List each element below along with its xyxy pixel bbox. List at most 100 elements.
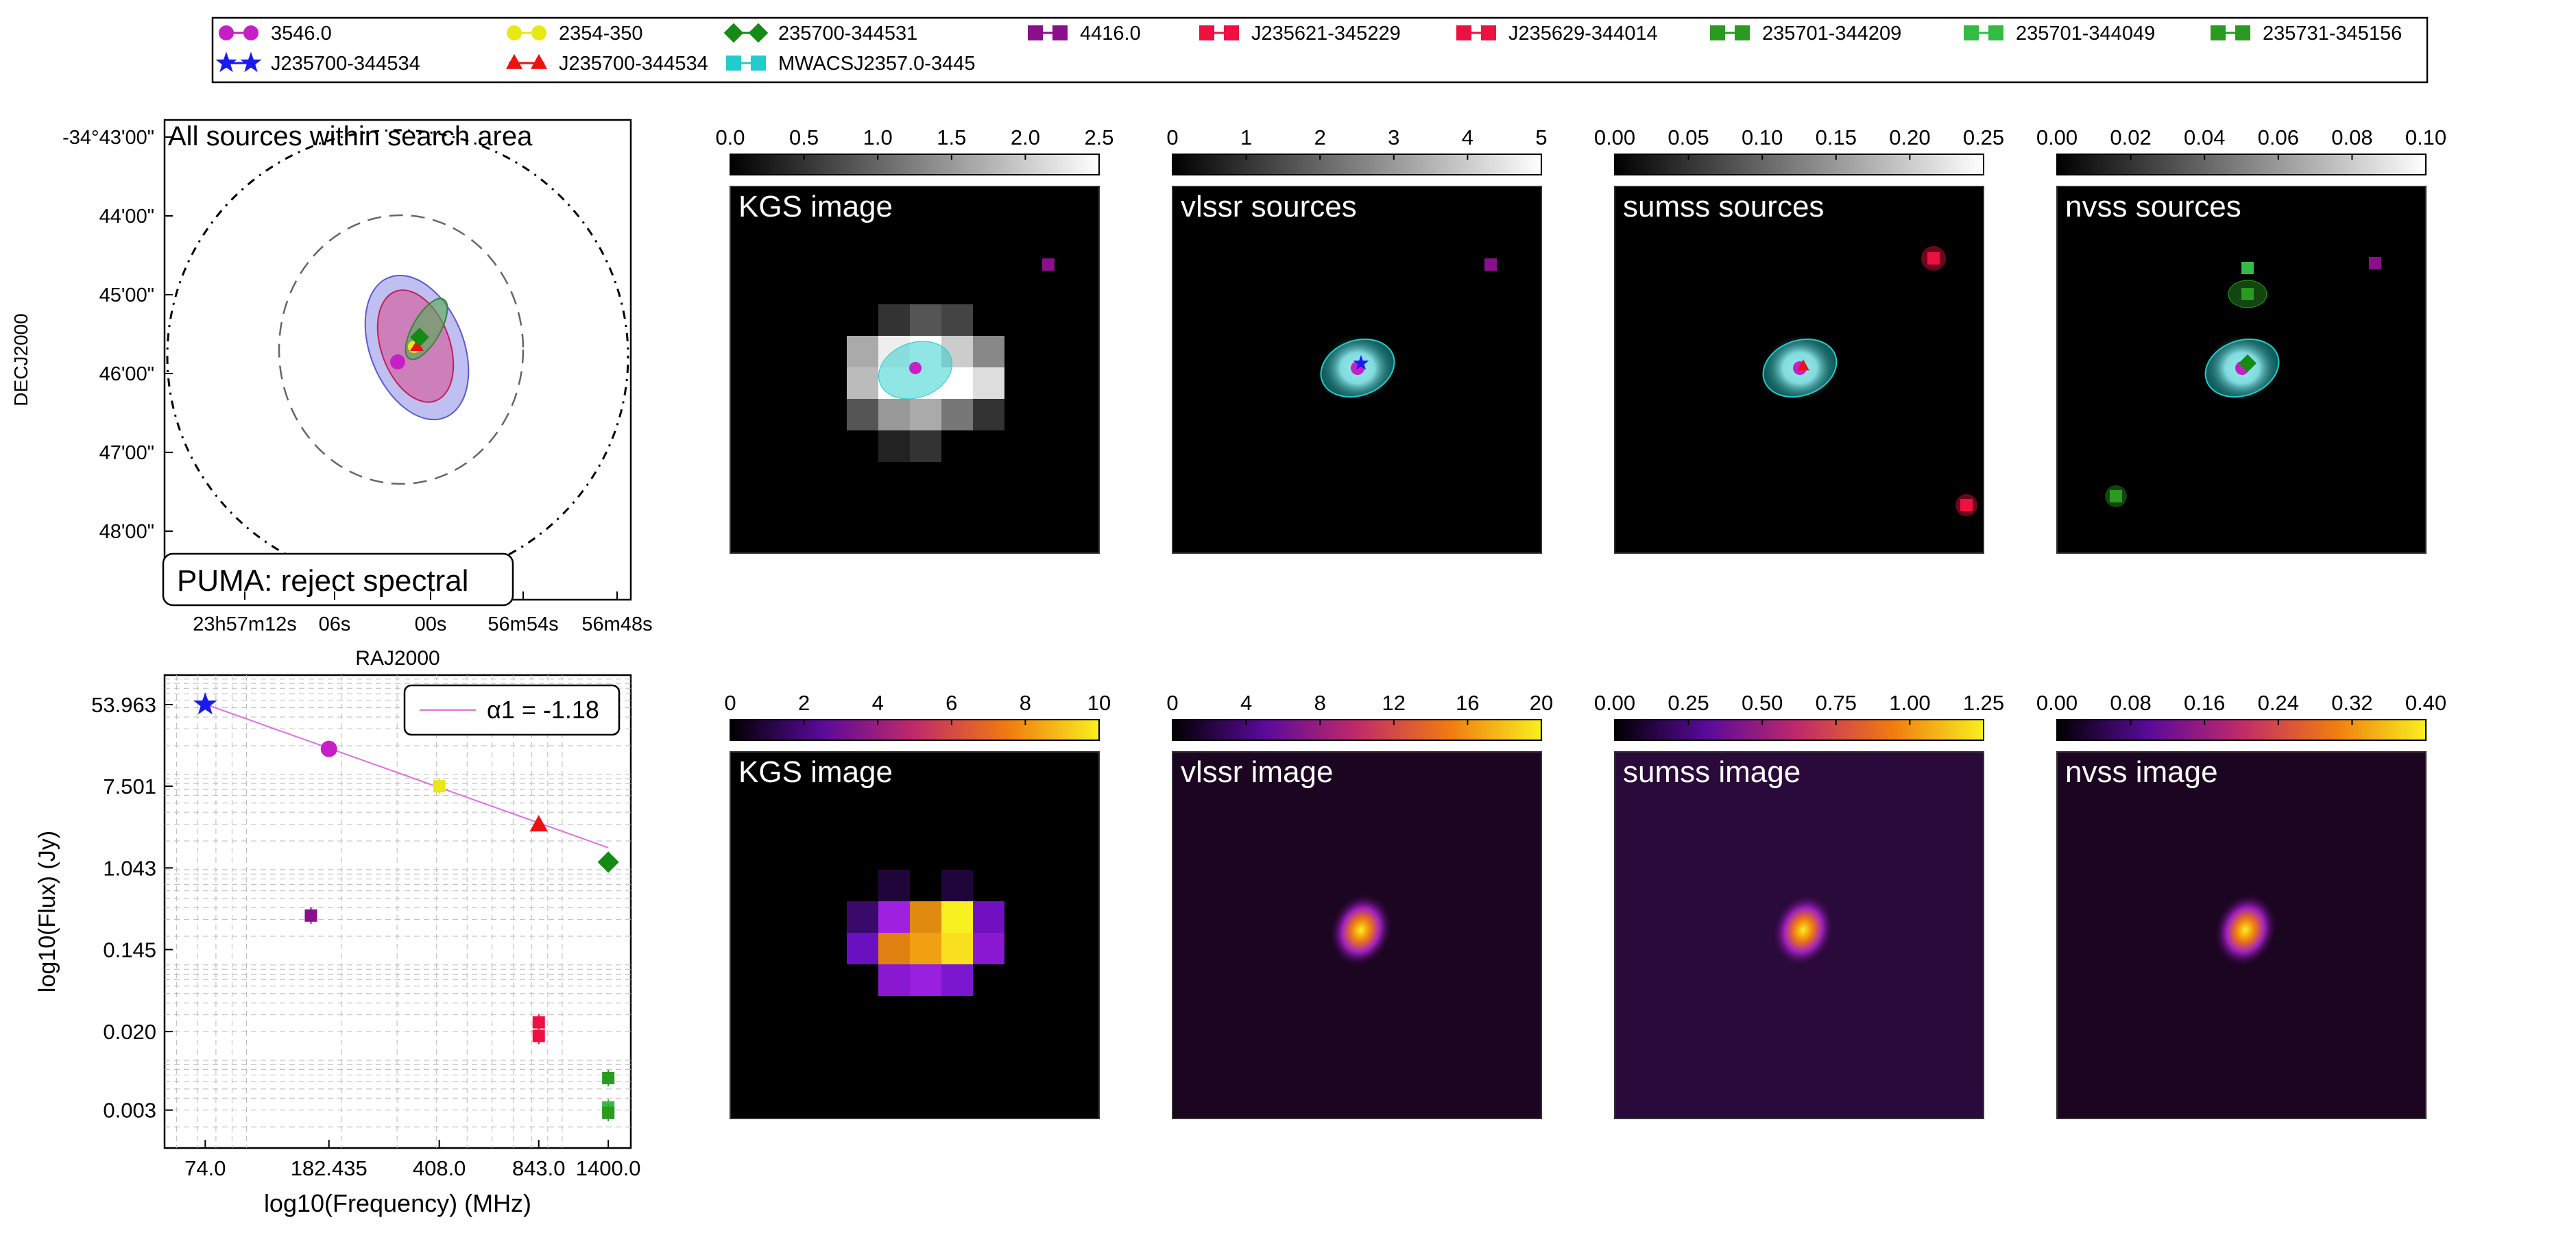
source-marker [1797,359,1809,371]
colorbar [730,154,1100,175]
colorbar-tick-label: 0.20 [1889,125,1930,149]
legend-label: J235629-344014 [1508,23,1658,45]
colorbar-tick-label: 1 [1240,125,1252,149]
sed-xtick-label: 843.0 [512,1156,566,1180]
source-emission [1329,893,1393,967]
colorbar-tick-label: 0.10 [2405,125,2446,149]
sed-xlabel: log10(Frequency) (MHz) [264,1189,531,1217]
legend-entry: 235701-344049 [1964,23,2155,45]
sed-ylabel: log10(Flux) (Jy) [34,831,60,992]
source-3546-marker [390,354,405,369]
source-marker [2110,490,2122,502]
colorbar-tick-label: 0.25 [1963,125,2004,149]
image-pixel [878,870,910,901]
sky-ytick-label: 45'00" [99,284,154,306]
source-emission [1771,893,1835,967]
sed-points [193,692,619,1121]
image-pixel [847,933,878,964]
top-panel: 0.00 0.02 0.04 0.06 0.08 0.10 nvss sources [2036,125,2446,554]
colorbar-tick-label: 10 [1087,691,1111,715]
top-panel: 0.0 0.5 1.0 1.5 2.0 2.5 KGS image [715,125,1114,554]
image-pixel [847,399,878,430]
legend-entry: J235621-345229 [1199,23,1401,45]
legend-entry: 3546.0 [219,23,332,45]
legend-marker-left [219,25,234,40]
legend-marker-left [2211,25,2226,40]
sed-ytick-label: 1.043 [103,856,156,880]
colorbar-tick-label: 0.16 [2184,691,2225,715]
image-pixel [941,901,973,933]
image-pixel [910,964,941,996]
search-area-inner [278,214,525,485]
image-pixel [878,901,910,933]
image-pixel [941,870,973,901]
source-marker [909,362,922,374]
top-panel: 0.00 0.05 0.10 0.15 0.20 0.25 sumss sources [1594,125,2004,554]
sky-ytick-label: 46'00" [99,363,154,385]
colorbar-tick-label: 0.00 [1594,125,1635,149]
colorbar-tick-label: 1.25 [1963,691,2004,715]
legend-marker-right [751,56,766,71]
colorbar [2056,719,2427,741]
colorbar-tick-label: 0.08 [2110,691,2151,715]
source-marker [1484,258,1497,271]
colorbar-tick-label: 8 [1020,691,1031,715]
colorbar-tick-label: 2 [1314,125,1326,149]
sed-point [529,815,548,832]
sed-grid [165,675,631,1148]
colorbar-tick-label: 0.15 [1816,125,1857,149]
bottom-panel: 0.00 0.08 0.16 0.24 0.32 0.40 nvss image [2036,691,2446,1119]
colorbar-tick-label: 0.40 [2405,691,2446,715]
legend-marker-right [1988,25,2003,40]
sed-plot: 53.963 7.501 1.043 0.145 0.020 0.003 74.0 182.… [34,674,641,1217]
image-pixel [973,901,1004,933]
colorbar-tick-label: 6 [946,691,957,715]
colorbar [730,719,1100,741]
panel-label: KGS image [738,190,893,223]
legend-entry: 4416.0 [1028,23,1141,45]
colorbar-tick-label: 3 [1388,125,1399,149]
legend-marker-right [530,53,548,69]
legend-entry: J235700-344534 [215,51,420,75]
bottom-panel: 0 2 4 6 8 10 KGS image [724,691,1111,1119]
image-pixel [847,367,878,399]
image-pixel [973,336,1004,367]
sky-xtick-label: 56m48s [581,613,652,635]
source-marker [1042,258,1055,271]
colorbar [1172,154,1542,175]
legend-label: MWACSJ2357.0-3445 [778,53,975,75]
legend-label: J235700-344534 [559,53,708,75]
sed-xtick-label: 182.435 [291,1156,368,1180]
legend-marker-right [240,51,262,73]
colorbar-tick-label: 0.05 [1668,125,1709,149]
sed-ytick-label: 7.501 [103,774,156,798]
legend-marker-right [243,25,258,40]
legend-marker-left [1964,25,1979,40]
sed-point [597,851,619,873]
colorbar-tick-label: 2 [798,691,810,715]
sky-yticks: -34°43'00" 44'00" 45'00" 46'00" 47'00" 48'00" [62,127,173,543]
source-marker [2369,257,2381,269]
sky-xticks: 23h57m12s 06s 00s 56m54s 56m48s [193,591,653,635]
colorbar-tick-label: 4 [1240,691,1252,715]
bottom-panel: 0.00 0.25 0.50 0.75 1.00 1.25 sumss image [1594,691,2004,1119]
sky-xtick-label: 23h57m12s [193,613,297,635]
image-pixel [941,399,973,430]
sky-panel-title: All sources within search area [168,121,533,151]
legend-marker-right [1735,25,1750,40]
legend-label: J235621-345229 [1251,23,1401,45]
status-label: PUMA: reject spectral [177,564,468,598]
legend-marker-left [723,23,744,43]
sky-ytick-label: 44'00" [99,206,154,228]
panel-label: sumss sources [1623,190,1824,223]
legend-label: 3546.0 [271,23,332,45]
source-j235700-triangle-marker [410,340,424,351]
image-pixel [878,399,910,430]
status-box [162,552,514,607]
legend-marker-left [1456,25,1471,40]
legend-marker-right [2235,25,2250,40]
image-pixel [941,933,973,964]
colorbar [2056,154,2427,175]
